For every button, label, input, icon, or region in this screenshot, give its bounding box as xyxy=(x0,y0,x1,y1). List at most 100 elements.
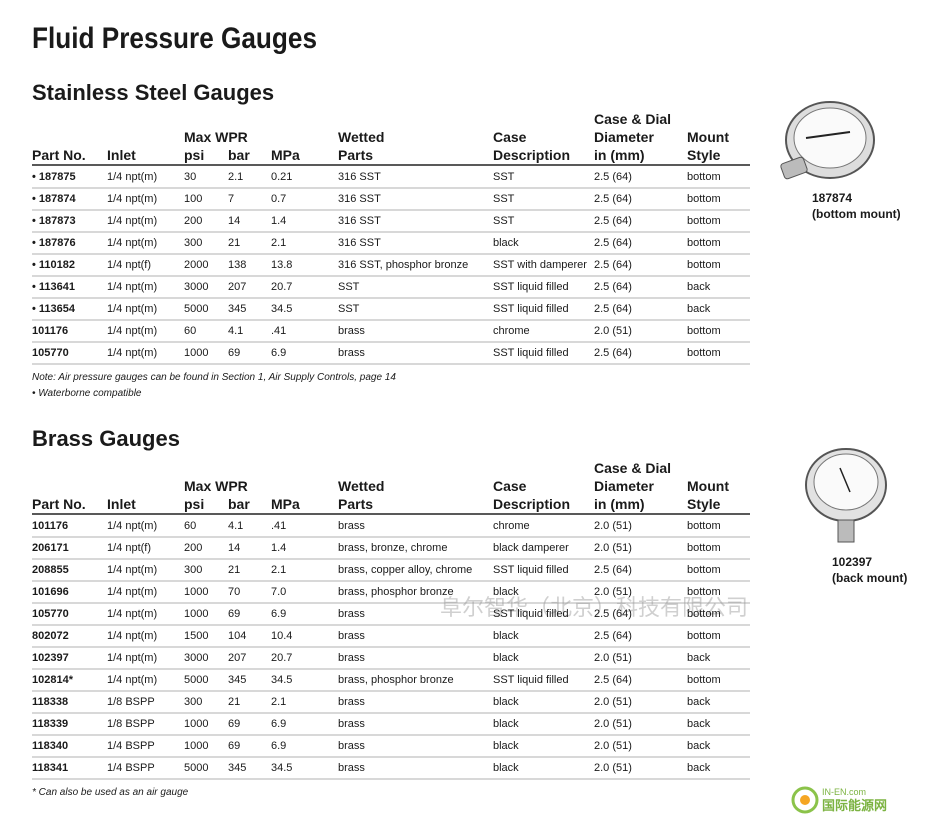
table-cell: bottom xyxy=(687,520,721,532)
table-cell: 300 xyxy=(184,696,202,708)
table-cell: 2.0 (51) xyxy=(594,762,632,774)
table-cell: 1000 xyxy=(184,608,208,620)
table-cell: 7.0 xyxy=(271,586,286,598)
table-cell: black xyxy=(493,718,519,730)
table-cell: 2.5 (64) xyxy=(594,171,632,183)
table-cell: 6.9 xyxy=(271,740,286,752)
table-cell: back xyxy=(687,696,711,708)
column-header: Wetted xyxy=(338,478,384,494)
table-cell: 2.5 (64) xyxy=(594,193,632,205)
column-header: psi xyxy=(184,496,204,512)
table-cell: black xyxy=(493,630,519,642)
part-number: 118341 xyxy=(32,762,68,774)
table-cell: 1/8 BSPP xyxy=(107,718,155,730)
table-cell: 69 xyxy=(228,608,240,620)
table-cell: 316 SST, phosphor bronze xyxy=(338,259,468,271)
watermark: 阜尔智华（北京）科技有限公司 xyxy=(440,595,748,620)
logo: IN-EN.com 国际能源网 xyxy=(791,786,887,814)
table-cell: 1/4 npt(m) xyxy=(107,564,157,576)
table-cell: 1000 xyxy=(184,586,208,598)
table-cell: 1/4 npt(m) xyxy=(107,325,157,337)
table-cell: 316 SST xyxy=(338,193,381,205)
table-note: Note: Air pressure gauges can be found i… xyxy=(32,372,396,383)
table-cell: back xyxy=(687,303,711,315)
table-cell: 10.4 xyxy=(271,630,292,642)
column-header: psi xyxy=(184,147,204,163)
part-number: 101176 xyxy=(32,325,68,337)
column-header: Mount xyxy=(687,478,729,494)
table-cell: 6.9 xyxy=(271,608,286,620)
image-caption: 187874 xyxy=(812,191,852,205)
table-cell: 4.1 xyxy=(228,325,243,337)
table-cell: 20.7 xyxy=(271,652,292,664)
table-cell: 1/4 npt(m) xyxy=(107,347,157,359)
table-note: • Waterborne compatible xyxy=(32,388,142,399)
table-cell: back xyxy=(687,740,711,752)
table-cell: 200 xyxy=(184,542,202,554)
table-cell: 345 xyxy=(228,674,246,686)
table-cell: 69 xyxy=(228,718,240,730)
column-header: in (mm) xyxy=(594,147,645,163)
logo-name: 国际能源网 xyxy=(822,798,887,813)
table-cell: SST liquid filled xyxy=(493,674,569,686)
table-cell: 1.4 xyxy=(271,542,286,554)
column-header: Diameter xyxy=(594,478,654,494)
table-cell: SST liquid filled xyxy=(493,281,569,293)
section-heading: Stainless Steel Gauges xyxy=(32,80,274,105)
table-cell: chrome xyxy=(493,325,530,337)
part-number: • 187876 xyxy=(32,237,76,249)
table-cell: 60 xyxy=(184,520,196,532)
column-header: Mount xyxy=(687,129,729,145)
table-cell: 1/4 npt(m) xyxy=(107,171,157,183)
table-cell: 2.1 xyxy=(271,237,286,249)
table-cell: brass xyxy=(338,652,365,664)
table-cell: 316 SST xyxy=(338,237,381,249)
group-header: Max WPR xyxy=(184,129,248,145)
table-cell: brass, phosphor bronze xyxy=(338,586,454,598)
table-cell: brass, bronze, chrome xyxy=(338,542,447,554)
table-cell: 34.5 xyxy=(271,762,292,774)
table-cell: 0.21 xyxy=(271,171,292,183)
column-header: Parts xyxy=(338,147,373,163)
table-cell: black xyxy=(493,740,519,752)
table-cell: black xyxy=(493,696,519,708)
column-header: bar xyxy=(228,147,250,163)
table-cell: 34.5 xyxy=(271,674,292,686)
table-cell: 34.5 xyxy=(271,303,292,315)
table-cell: 1/4 npt(m) xyxy=(107,608,157,620)
part-number: • 187875 xyxy=(32,171,76,183)
part-number: 102397 xyxy=(32,652,69,664)
table-cell: SST with damperer xyxy=(493,259,587,271)
table-cell: 21 xyxy=(228,696,240,708)
part-number: 802072 xyxy=(32,630,69,642)
table-cell: 2.5 (64) xyxy=(594,347,632,359)
table-cell: 345 xyxy=(228,303,246,315)
table-cell: 2.0 (51) xyxy=(594,718,632,730)
table-cell: 104 xyxy=(228,630,246,642)
table-cell: 2.0 (51) xyxy=(594,740,632,752)
table-cell: 100 xyxy=(184,193,202,205)
table-cell: .41 xyxy=(271,325,286,337)
table-cell: 1/4 npt(m) xyxy=(107,630,157,642)
column-header: Style xyxy=(687,496,721,512)
table-cell: black damperer xyxy=(493,542,569,554)
table-cell: 1/4 npt(m) xyxy=(107,215,157,227)
table-cell: 2.5 (64) xyxy=(594,630,632,642)
table-cell: 1000 xyxy=(184,740,208,752)
table-cell: black xyxy=(493,237,519,249)
table-cell: 13.8 xyxy=(271,259,292,271)
table-cell: SST liquid filled xyxy=(493,347,569,359)
table-cell: brass xyxy=(338,630,365,642)
table-cell: SST xyxy=(493,193,515,205)
table-cell: back xyxy=(687,652,711,664)
table-cell: 2000 xyxy=(184,259,208,271)
table-cell: 2.5 (64) xyxy=(594,674,632,686)
part-number: 118338 xyxy=(32,696,68,708)
table-cell: 21 xyxy=(228,237,240,249)
table-cell: brass xyxy=(338,608,365,620)
column-header: Style xyxy=(687,147,721,163)
column-header: Diameter xyxy=(594,129,654,145)
logo-site: IN-EN.com xyxy=(822,787,866,797)
table-cell: 1/4 npt(m) xyxy=(107,193,157,205)
column-header: Parts xyxy=(338,496,373,512)
